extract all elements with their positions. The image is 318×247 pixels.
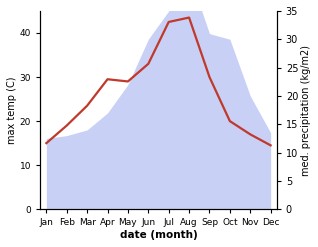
X-axis label: date (month): date (month) [120, 230, 197, 240]
Y-axis label: max temp (C): max temp (C) [7, 76, 17, 144]
Y-axis label: med. precipitation (kg/m2): med. precipitation (kg/m2) [301, 45, 311, 176]
